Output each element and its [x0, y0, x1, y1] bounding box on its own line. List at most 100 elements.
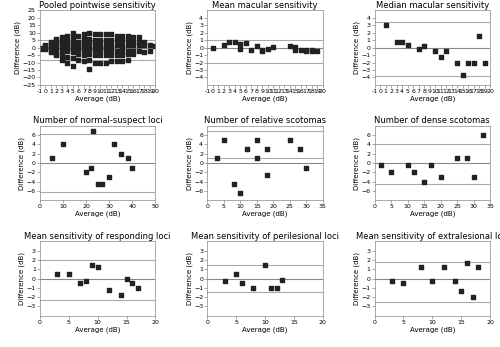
Point: [135, 48, 143, 53]
Point: [69, 49, 77, 55]
Point: [64, 60, 72, 65]
Point: [69, 46, 77, 52]
Point: [253, 137, 261, 143]
Point: [80, 37, 88, 43]
X-axis label: Average (dB): Average (dB): [75, 211, 120, 217]
Y-axis label: Difference (dB): Difference (dB): [15, 21, 22, 74]
Point: [463, 260, 471, 265]
Title: Number of relative scotomas: Number of relative scotomas: [204, 116, 326, 125]
Point: [52, 51, 60, 56]
Point: [69, 43, 77, 49]
Point: [414, 46, 422, 52]
Point: [69, 55, 77, 61]
Point: [74, 57, 82, 62]
Point: [474, 264, 482, 270]
Point: [58, 57, 66, 62]
Point: [302, 49, 310, 54]
Point: [96, 37, 104, 43]
Point: [47, 40, 55, 46]
Point: [388, 279, 396, 284]
Point: [313, 48, 321, 53]
Point: [118, 58, 126, 64]
Point: [69, 63, 77, 68]
Point: [108, 52, 116, 58]
Point: [232, 271, 240, 277]
Point: [47, 48, 55, 53]
Point: [118, 52, 126, 58]
Point: [52, 40, 60, 46]
Point: [91, 39, 99, 44]
Point: [146, 42, 154, 48]
Y-axis label: Difference (dB): Difference (dB): [18, 137, 25, 189]
Point: [442, 49, 450, 54]
Point: [135, 34, 143, 40]
Point: [382, 23, 390, 28]
Point: [86, 36, 94, 42]
Point: [64, 33, 72, 39]
Point: [135, 39, 143, 44]
Point: [91, 52, 99, 58]
Point: [377, 163, 385, 168]
Title: Number of normal-suspect loci: Number of normal-suspect loci: [33, 116, 162, 125]
Point: [262, 146, 270, 152]
Point: [278, 278, 286, 283]
Point: [98, 181, 106, 187]
Point: [113, 42, 121, 48]
Point: [431, 49, 439, 54]
Point: [296, 47, 304, 53]
Point: [86, 45, 94, 50]
Point: [94, 264, 102, 270]
Point: [135, 42, 143, 48]
Point: [468, 294, 476, 300]
Point: [96, 32, 104, 37]
Point: [302, 47, 310, 53]
Point: [47, 42, 55, 48]
Point: [108, 58, 116, 64]
Point: [124, 156, 132, 161]
Point: [105, 287, 113, 293]
Point: [118, 45, 126, 50]
X-axis label: Average (dB): Average (dB): [242, 211, 288, 217]
Point: [113, 48, 121, 53]
Point: [58, 52, 66, 58]
Point: [118, 42, 126, 48]
Point: [80, 45, 88, 50]
Point: [80, 58, 88, 64]
Point: [286, 137, 294, 143]
Point: [272, 285, 280, 291]
Point: [258, 49, 266, 54]
Point: [140, 39, 148, 44]
Point: [96, 48, 104, 53]
Point: [86, 40, 94, 46]
Point: [428, 279, 436, 284]
Point: [65, 271, 73, 277]
Point: [86, 57, 94, 62]
Point: [146, 48, 154, 53]
Point: [74, 39, 82, 44]
Point: [404, 163, 411, 168]
Point: [209, 45, 217, 50]
Point: [102, 60, 110, 65]
X-axis label: Average (dB): Average (dB): [242, 95, 288, 102]
Point: [118, 33, 126, 39]
Point: [80, 40, 88, 46]
Point: [59, 142, 67, 147]
Point: [291, 47, 299, 53]
Point: [118, 37, 126, 43]
Point: [436, 174, 444, 180]
Point: [74, 43, 82, 49]
Point: [52, 52, 60, 58]
Point: [80, 36, 88, 42]
Point: [458, 73, 466, 78]
Point: [74, 33, 82, 39]
Point: [36, 46, 44, 52]
Point: [250, 285, 258, 291]
Point: [58, 39, 66, 44]
Point: [253, 43, 261, 49]
Point: [128, 165, 136, 170]
Point: [113, 37, 121, 43]
Point: [36, 45, 44, 50]
Point: [134, 285, 142, 291]
Point: [436, 54, 444, 59]
Point: [102, 48, 110, 53]
